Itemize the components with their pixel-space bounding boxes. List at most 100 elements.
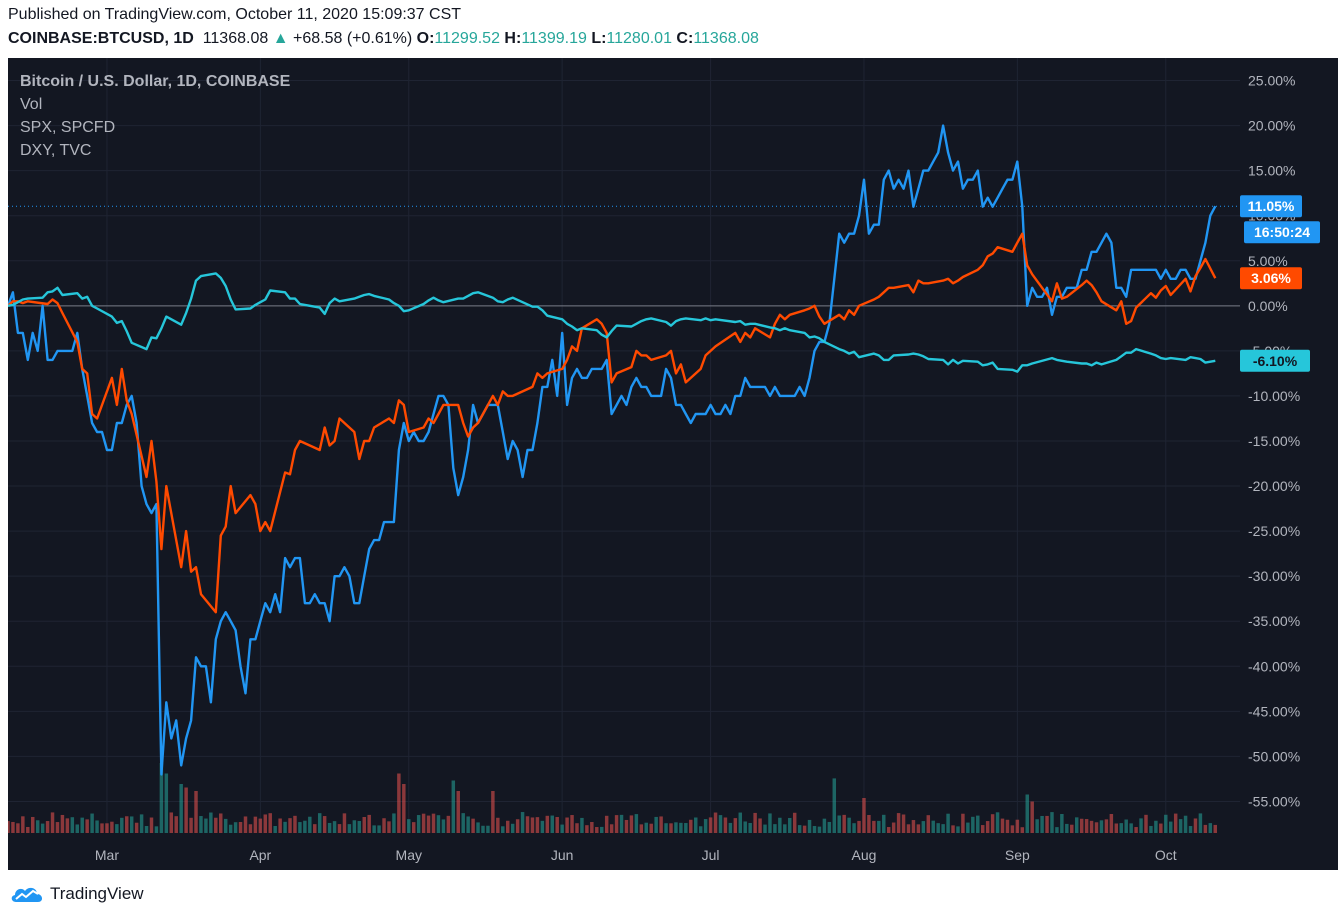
high-value: 11399.19 bbox=[521, 30, 587, 47]
open-label: O: bbox=[416, 30, 435, 47]
volume-bar bbox=[40, 823, 45, 833]
volume-bar bbox=[209, 812, 213, 833]
volume-bar bbox=[1114, 823, 1119, 833]
volume-bar bbox=[407, 819, 411, 833]
volume-bar bbox=[995, 812, 1000, 833]
tradingview-footer[interactable]: TradingView bbox=[10, 884, 144, 904]
volume-bar bbox=[105, 823, 109, 833]
volume-bar bbox=[966, 822, 970, 833]
volume-bar bbox=[990, 814, 995, 833]
y-tick-label: -50.00% bbox=[1248, 748, 1300, 764]
volume-bar bbox=[946, 813, 950, 833]
volume-bar bbox=[451, 780, 456, 833]
volume-bar bbox=[629, 815, 634, 833]
volume-bar bbox=[906, 824, 911, 833]
series-line-btc bbox=[8, 124, 1217, 776]
volume-bar bbox=[758, 818, 762, 833]
volume-bar bbox=[65, 818, 70, 833]
volume-bar bbox=[134, 822, 139, 833]
volume-bar bbox=[639, 824, 644, 833]
volume-bar bbox=[852, 823, 856, 833]
volume-bar bbox=[466, 816, 470, 833]
volume-bar bbox=[1035, 819, 1039, 833]
volume-bar bbox=[199, 816, 203, 833]
series-line-spx bbox=[8, 232, 1217, 614]
volume-bar bbox=[411, 822, 416, 833]
volume-bar bbox=[763, 824, 767, 833]
legend-dxy[interactable]: DXY, TVC bbox=[20, 142, 92, 159]
x-tick-label: Jul bbox=[702, 847, 720, 863]
y-tick-label: 0.00% bbox=[1248, 298, 1288, 314]
volume-bar bbox=[812, 826, 817, 833]
volume-bar bbox=[1164, 814, 1168, 833]
y-tick-label: -20.00% bbox=[1248, 478, 1300, 494]
legend-spx[interactable]: SPX, SPCFD bbox=[20, 119, 116, 136]
y-tick-label: -15.00% bbox=[1248, 433, 1300, 449]
volume-bar bbox=[278, 818, 282, 833]
volume-bar bbox=[1168, 821, 1173, 833]
legend-volume[interactable]: Vol bbox=[20, 96, 43, 113]
volume-bar bbox=[748, 822, 752, 833]
volume-bar bbox=[862, 798, 866, 833]
x-tick-label: Mar bbox=[95, 847, 119, 863]
price-chart[interactable]: 25.00%20.00%15.00%10.00%5.00%0.00%-5.00%… bbox=[8, 58, 1338, 870]
y-tick-label: -25.00% bbox=[1248, 523, 1300, 539]
volume-bar bbox=[322, 816, 327, 833]
volume-bar bbox=[1005, 819, 1010, 833]
volume-bar bbox=[90, 813, 94, 833]
volume-bar bbox=[85, 819, 89, 833]
volume-bar bbox=[11, 821, 15, 833]
volume-bar bbox=[288, 818, 292, 833]
volume-bar bbox=[624, 819, 629, 833]
volume-bar bbox=[738, 812, 743, 833]
volume-bar bbox=[510, 823, 515, 833]
volume-bar bbox=[768, 813, 772, 833]
last-value-label-spx: 3.06% bbox=[1251, 270, 1291, 286]
last-value-badge-dxy bbox=[1240, 349, 1310, 372]
volume-bar bbox=[372, 825, 376, 833]
volume-bar bbox=[644, 822, 648, 833]
volume-bar bbox=[327, 822, 332, 833]
volume-bar bbox=[743, 821, 747, 833]
volume-bar bbox=[520, 812, 525, 833]
volume-bar bbox=[832, 778, 837, 833]
volume-bar bbox=[204, 818, 208, 833]
volume-bar bbox=[1040, 815, 1044, 833]
volume-bar bbox=[1094, 822, 1099, 833]
volume-bar bbox=[926, 815, 931, 833]
close-label: C: bbox=[676, 30, 694, 47]
volume-bar bbox=[609, 824, 614, 833]
volume-bar bbox=[604, 815, 609, 833]
x-tick-label: May bbox=[396, 847, 422, 863]
volume-bar bbox=[886, 827, 891, 833]
volume-bar bbox=[31, 816, 35, 833]
last-value-label-btc: 11.05% bbox=[1248, 198, 1295, 214]
volume-bar bbox=[921, 821, 926, 833]
volume-bar bbox=[1193, 818, 1198, 833]
volume-bar bbox=[471, 818, 475, 833]
volume-bar bbox=[783, 824, 787, 833]
price-change: +68.58 (+0.61%) bbox=[292, 30, 413, 47]
volume-bar bbox=[585, 825, 589, 833]
volume-bar bbox=[773, 824, 777, 833]
volume-bar bbox=[1065, 823, 1069, 833]
symbol-label: COINBASE:BTCUSD, 1D bbox=[8, 30, 194, 47]
volume-bar bbox=[149, 817, 154, 833]
volume-bar bbox=[778, 817, 782, 833]
chart-frame[interactable]: 25.00%20.00%15.00%10.00%5.00%0.00%-5.00%… bbox=[8, 58, 1338, 870]
volume-bar bbox=[1173, 813, 1178, 833]
volume-bar bbox=[936, 823, 940, 833]
volume-bar bbox=[367, 814, 371, 833]
volume-bar bbox=[540, 820, 545, 833]
volume-bar bbox=[1055, 827, 1059, 833]
volume-bar bbox=[75, 824, 80, 833]
published-line: Published on TradingView.com, October 11… bbox=[8, 6, 462, 23]
volume-bar bbox=[847, 817, 851, 833]
volume-bar bbox=[496, 817, 500, 833]
volume-bar bbox=[268, 813, 272, 833]
volume-bar bbox=[303, 820, 307, 833]
legend-main-series[interactable]: Bitcoin / U.S. Dollar, 1D, COINBASE bbox=[20, 73, 291, 90]
volume-bar bbox=[951, 825, 955, 833]
last-value-badge-btc bbox=[1240, 195, 1302, 218]
volume-bar bbox=[223, 818, 228, 833]
